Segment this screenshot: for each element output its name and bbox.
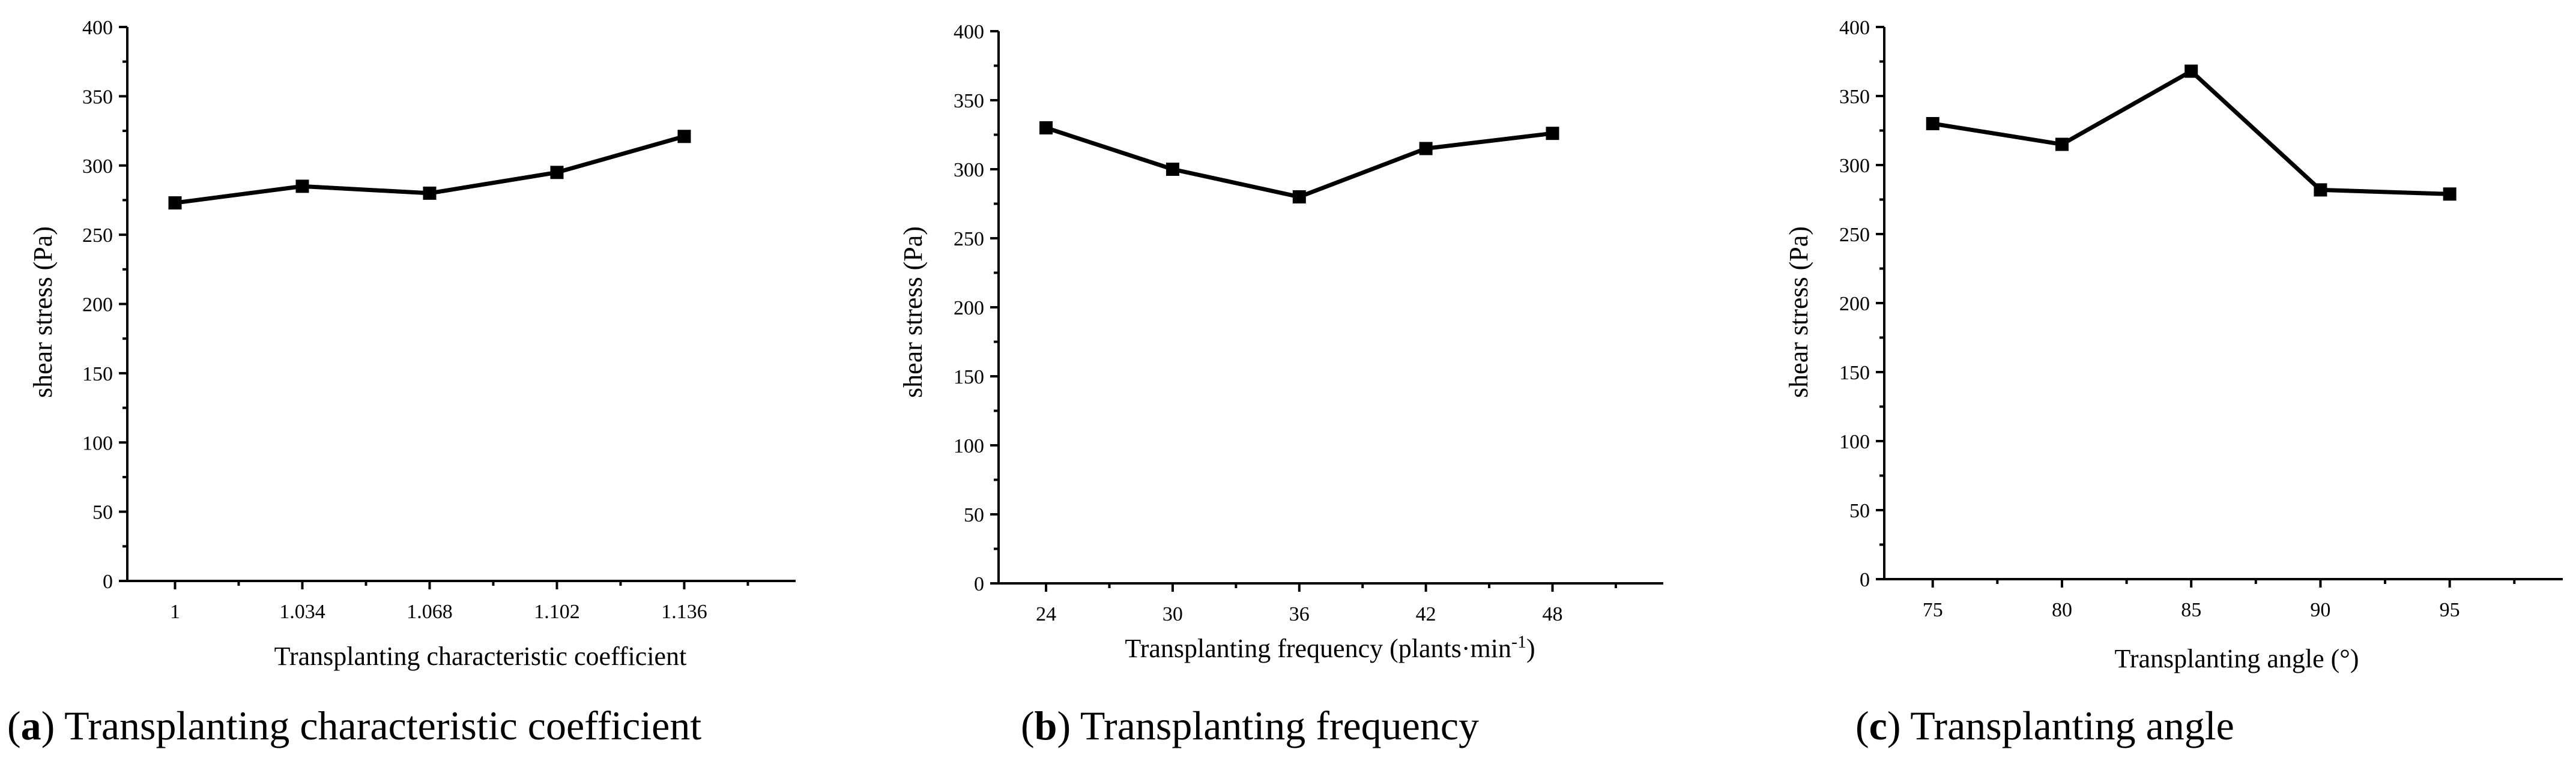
chart-c-ytick-label: 400 [1839,17,1870,39]
chart-c-data-point [2055,137,2069,151]
chart-b-data-point [1039,121,1053,134]
chart-c-ytick-label: 150 [1839,362,1870,384]
chart-b-xlabel-suffix: ) [1526,634,1535,663]
caption-b: (b) Transplanting frequency [1021,703,1479,748]
chart-b-ytick-label: 50 [964,504,984,526]
chart-b-ytick-label: 250 [954,228,984,250]
chart-c-ytick-label: 50 [1849,500,1870,522]
chart-b-series-line [1045,125,1553,199]
chart-a-ytick-label: 400 [82,17,113,39]
chart-a-data-point [423,186,437,200]
chart-b-ytick-label: 300 [954,159,984,181]
chart-c-data-point [2314,183,2327,197]
caption-c: (c) Transplanting angle [1855,703,2234,748]
chart-b-xlabel-main: Transplanting frequency (plants·min [1125,634,1511,663]
chart-c-ytick-label: 250 [1839,224,1870,246]
chart-a-data-point [295,179,309,193]
chart-a-ytick-label: 0 [103,571,113,593]
chart-b-xtick-label: 30 [1163,603,1183,625]
chart-b-ylabel: shear stress (Pa) [898,226,928,398]
chart-c-xtick-label: 95 [2440,599,2460,621]
chart-a-ytick-label: 250 [82,224,113,247]
chart-b-xtick-label: 24 [1036,603,1056,625]
chart-b-data-point [1166,163,1179,176]
chart-b-ytick-label: 150 [954,366,984,388]
chart-c-ylabel: shear stress (Pa) [1784,226,1813,398]
caption-a: (a) Transplanting characteristic coeffic… [7,703,701,748]
chart-a-ytick-label: 200 [82,294,113,316]
chart-panel-b: shear stress (Pa) Transplanting frequenc… [898,21,1663,663]
chart-panel-c: shear stress (Pa) Transplanting angle (°… [1784,17,2563,673]
chart-c-data-point [1926,117,1940,130]
chart-c-ytick-label: 350 [1839,86,1870,108]
chart-a-data-point [550,166,564,179]
chart-panel-a: shear stress (Pa) Transplanting characte… [28,17,796,671]
chart-b-ytick-label: 100 [954,435,984,457]
chart-a-xtick-label: 1 [170,601,180,623]
chart-c-ytick-label: 200 [1839,293,1870,315]
chart-b-data-point [1419,142,1433,155]
chart-a-ytick-label: 100 [82,432,113,454]
chart-a-xtick-label: 1.068 [407,601,453,623]
chart-b-ytick-label: 350 [954,90,984,112]
chart-a-ytick-label: 300 [82,155,113,178]
chart-a-ytick-label: 150 [82,363,113,385]
chart-c-xtick-label: 85 [2181,599,2201,621]
chart-c-series-line [1932,69,2450,196]
chart-b-ytick-label: 200 [954,297,984,319]
chart-a-data-point [677,130,691,143]
chart-a-ylabel: shear stress (Pa) [28,226,58,398]
chart-b-xtick-label: 48 [1543,603,1563,625]
chart-a-xtick-label: 1.102 [534,601,580,623]
chart-b-data-point [1292,190,1306,203]
chart-c-xtick-label: 90 [2310,599,2330,621]
chart-c-xtick-label: 80 [2052,599,2072,621]
chart-b-ytick-label: 0 [974,573,984,595]
chart-b-xlabel: Transplanting frequency (plants·min-1) [1125,632,1535,663]
chart-a-data-point [168,196,182,210]
chart-a-ytick-label: 350 [82,86,113,108]
chart-a-xtick-label: 1.034 [279,601,325,623]
chart-c-ytick-label: 0 [1860,569,1870,591]
chart-b-xtick-label: 36 [1289,603,1310,625]
chart-b-xtick-label: 42 [1416,603,1436,625]
chart-c-data-point [2443,187,2457,201]
chart-c-ytick-label: 300 [1839,155,1870,177]
chart-a-xlabel: Transplanting characteristic coefficient [274,642,687,671]
chart-c-xlabel: Transplanting angle (°) [2114,644,2359,673]
chart-b-xlabel-superscript: -1 [1511,632,1526,652]
chart-b-ytick-label: 400 [954,21,984,43]
chart-c-ytick-label: 100 [1839,431,1870,453]
chart-b-data-point [1546,127,1559,140]
chart-a-xtick-label: 1.136 [661,601,707,623]
chart-c-xtick-label: 75 [1923,599,1943,621]
chart-c-data-point [2184,64,2198,78]
chart-a-ytick-label: 50 [92,502,113,524]
